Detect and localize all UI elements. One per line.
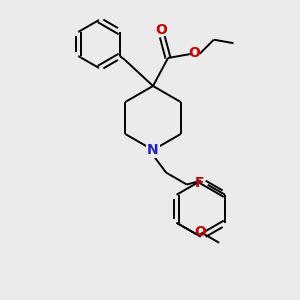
Text: O: O: [195, 225, 206, 239]
Text: O: O: [189, 46, 201, 60]
Text: F: F: [195, 176, 205, 190]
Text: N: N: [147, 143, 159, 157]
Text: O: O: [155, 23, 167, 37]
